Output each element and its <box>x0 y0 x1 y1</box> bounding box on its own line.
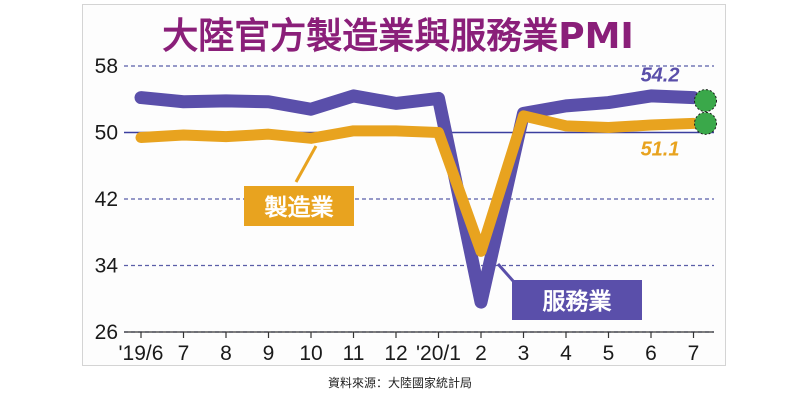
end-marker <box>694 89 717 113</box>
series-layer <box>134 89 700 309</box>
x-tick-label: 6 <box>645 342 657 365</box>
y-tick-label: 34 <box>95 255 119 278</box>
x-axis: '19/6 7 8 9 10 11 12 '20/1 2 3 4 5 6 7 <box>119 331 714 365</box>
y-axis: 58 50 42 34 26 <box>95 55 119 344</box>
x-tick-label: 7 <box>178 342 190 365</box>
source-note: 資料來源：大陸國家統計局 <box>327 376 472 390</box>
x-tick-label: 11 <box>343 342 365 365</box>
y-tick-label: 42 <box>95 188 118 211</box>
x-tick-label: 10 <box>299 342 322 365</box>
series-callout-box <box>512 280 642 320</box>
end-marker <box>694 111 717 135</box>
callout-pointer <box>294 145 318 183</box>
x-tick-label: 2 <box>475 342 487 365</box>
x-tick-label: 8 <box>220 342 232 365</box>
x-tick-label: 9 <box>263 342 275 365</box>
x-tick-label: '20/1 <box>416 342 461 365</box>
x-tick-label: 7 <box>688 342 700 365</box>
end-value-label: 54.2 <box>641 65 680 87</box>
x-tick-label: 3 <box>518 342 530 365</box>
y-tick-label: 50 <box>95 122 118 145</box>
x-tick-label: '19/6 <box>119 342 164 365</box>
series-name-label: 服務業 <box>543 288 613 315</box>
y-tick-label: 26 <box>95 321 118 344</box>
y-tick-label: 58 <box>95 55 118 78</box>
end-value-label: 51.1 <box>641 138 680 160</box>
x-tick-label: 12 <box>384 342 407 365</box>
callout-pointer <box>496 263 516 283</box>
series-line-manufacturing <box>135 110 699 257</box>
x-tick-label: 4 <box>560 342 572 365</box>
series-line-services <box>134 89 700 309</box>
x-tick-label: 5 <box>603 342 615 365</box>
chart-title: 大陸官方製造業與服務業PMI <box>162 16 634 57</box>
series-name-label: 製造業 <box>264 194 335 221</box>
series-callout-box <box>244 186 354 226</box>
